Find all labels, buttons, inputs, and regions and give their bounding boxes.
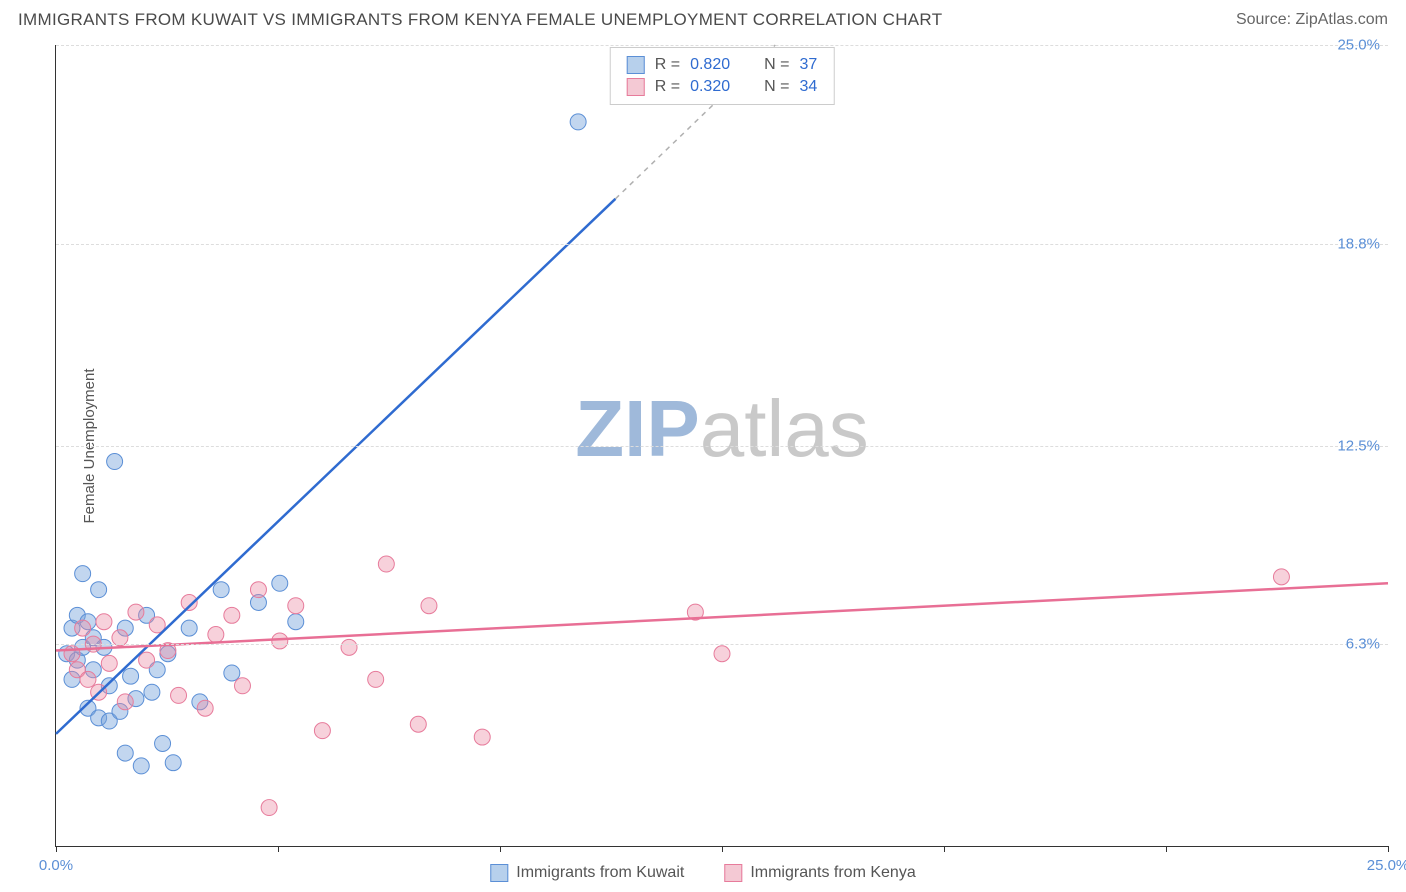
data-point <box>570 114 586 130</box>
statistics-legend: R = 0.820 N = 37 R = 0.320 N = 34 <box>610 47 835 105</box>
source-prefix: Source: <box>1236 11 1291 28</box>
data-point <box>139 652 155 668</box>
data-point <box>272 575 288 591</box>
gridline <box>56 644 1388 645</box>
x-tick <box>500 846 501 852</box>
data-point <box>155 735 171 751</box>
data-point <box>314 723 330 739</box>
chart-title: IMMIGRANTS FROM KUWAIT VS IMMIGRANTS FRO… <box>18 10 942 30</box>
legend-swatch <box>627 56 645 74</box>
y-tick-label: 6.3% <box>1346 636 1380 653</box>
stats-legend-row: R = 0.320 N = 34 <box>627 76 818 98</box>
x-tick-label-max: 25.0% <box>1367 857 1406 874</box>
data-point <box>80 671 96 687</box>
gridline <box>56 45 1388 46</box>
data-point <box>421 598 437 614</box>
data-point <box>117 694 133 710</box>
data-point <box>165 755 181 771</box>
data-point <box>378 556 394 572</box>
data-point <box>224 607 240 623</box>
series-name: Immigrants from Kuwait <box>516 864 684 882</box>
source-name: ZipAtlas.com <box>1296 11 1388 28</box>
y-tick-label: 25.0% <box>1337 37 1380 54</box>
source-attribution: Source: ZipAtlas.com <box>1236 11 1388 29</box>
data-point <box>288 614 304 630</box>
n-value: 37 <box>799 56 817 74</box>
data-point <box>208 627 224 643</box>
data-point <box>474 729 490 745</box>
data-point <box>272 633 288 649</box>
y-tick-label: 12.5% <box>1337 437 1380 454</box>
n-label: N = <box>764 56 789 74</box>
data-point <box>101 655 117 671</box>
data-point <box>213 582 229 598</box>
data-point <box>714 646 730 662</box>
data-point <box>234 678 250 694</box>
data-point <box>368 671 384 687</box>
stats-legend-row: R = 0.820 N = 37 <box>627 54 818 76</box>
n-label: N = <box>764 78 789 96</box>
data-point <box>128 604 144 620</box>
data-point <box>144 684 160 700</box>
r-label: R = <box>655 78 680 96</box>
legend-swatch <box>627 78 645 96</box>
gridline <box>56 446 1388 447</box>
data-point <box>224 665 240 681</box>
x-tick <box>1388 846 1389 852</box>
data-point <box>117 745 133 761</box>
gridline <box>56 244 1388 245</box>
data-point <box>91 582 107 598</box>
r-label: R = <box>655 56 680 74</box>
data-point <box>133 758 149 774</box>
series-legend-item: Immigrants from Kuwait <box>490 864 684 882</box>
r-value: 0.820 <box>690 56 730 74</box>
data-point <box>261 800 277 816</box>
data-point <box>181 620 197 636</box>
data-point <box>410 716 426 732</box>
x-tick <box>56 846 57 852</box>
data-point <box>64 646 80 662</box>
data-point <box>123 668 139 684</box>
correlation-chart: ZIPatlas R =0.820N =37R =0.320N =34 6.3%… <box>55 45 1388 847</box>
x-tick <box>944 846 945 852</box>
x-tick <box>722 846 723 852</box>
data-point <box>75 566 91 582</box>
x-tick-label-min: 0.0% <box>39 857 73 874</box>
data-point <box>341 639 357 655</box>
x-tick <box>1166 846 1167 852</box>
x-tick <box>278 846 279 852</box>
data-point <box>75 620 91 636</box>
data-point <box>250 582 266 598</box>
n-value: 34 <box>799 78 817 96</box>
r-value: 0.320 <box>690 78 730 96</box>
data-point <box>107 454 123 470</box>
legend-swatch <box>724 864 742 882</box>
data-point <box>288 598 304 614</box>
data-point <box>1273 569 1289 585</box>
series-legend: Immigrants from Kuwait Immigrants from Ke… <box>490 864 915 882</box>
data-point <box>197 700 213 716</box>
series-name: Immigrants from Kenya <box>750 864 915 882</box>
series-legend-item: Immigrants from Kenya <box>724 864 915 882</box>
regression-line-kuwait <box>56 199 615 734</box>
data-point <box>171 687 187 703</box>
y-tick-label: 18.8% <box>1337 235 1380 252</box>
legend-swatch <box>490 864 508 882</box>
data-point <box>96 614 112 630</box>
